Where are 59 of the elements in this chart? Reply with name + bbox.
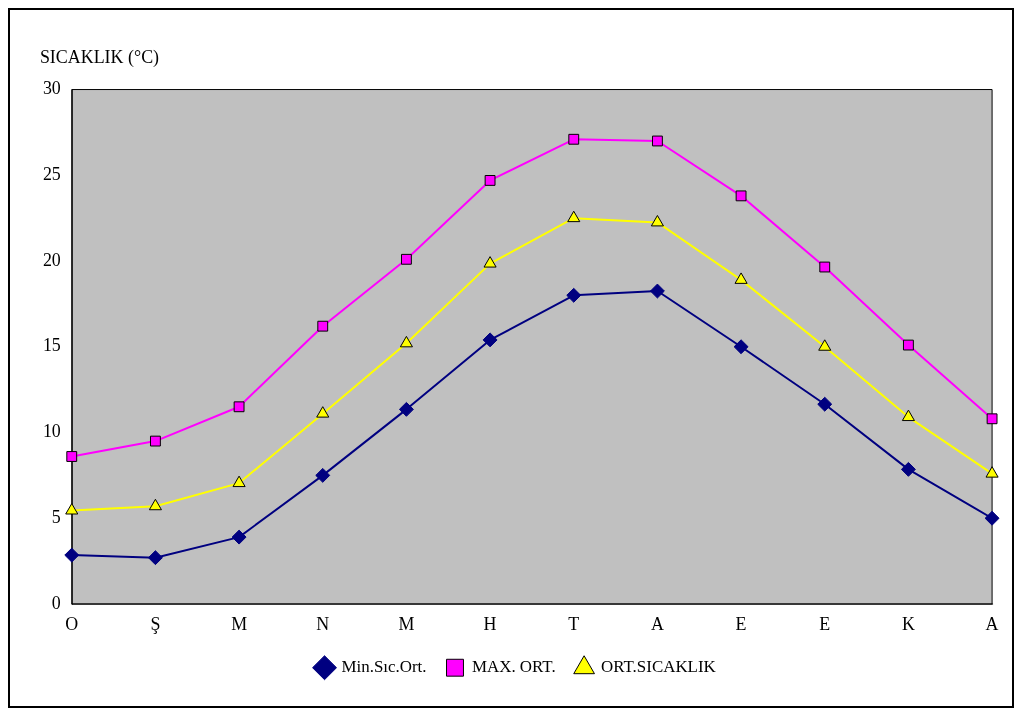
y-axis-title: SICAKLIK (°C): [39, 47, 160, 69]
point: [734, 272, 748, 284]
point: [985, 466, 999, 478]
x-tick-label: M: [231, 614, 248, 635]
x-tick-label: M: [398, 614, 415, 635]
point: [483, 256, 497, 268]
point: [817, 396, 833, 412]
point: [567, 210, 581, 223]
y-tick-label: 10: [42, 421, 61, 442]
y-tick-label: 15: [42, 335, 61, 356]
y-tick-label: 5: [51, 506, 61, 527]
point: [233, 401, 245, 413]
x-tick-label: E: [819, 614, 831, 635]
point: [650, 214, 664, 227]
point: [148, 498, 162, 511]
y-tick-label: 30: [42, 78, 61, 99]
point: [649, 283, 665, 299]
point: [900, 461, 916, 477]
point: [65, 503, 79, 515]
point: [400, 253, 412, 265]
point: [484, 175, 496, 186]
y-tick-label: 20: [42, 249, 61, 270]
x-tick-label: O: [65, 614, 79, 635]
point: [733, 339, 749, 355]
point: [231, 529, 247, 545]
point: [147, 550, 163, 566]
point: [66, 451, 78, 462]
point: [984, 510, 1000, 526]
x-tick-label: K: [901, 614, 915, 635]
point: [398, 401, 414, 417]
point: [986, 413, 998, 425]
point: [64, 547, 80, 563]
point: [566, 287, 582, 303]
x-tick-label: A: [985, 614, 999, 635]
x-tick-label: T: [568, 614, 580, 635]
point: [735, 190, 747, 202]
point: [149, 435, 161, 447]
legend-label: MAX. ORT.: [471, 657, 556, 677]
point: [568, 133, 580, 145]
point: [482, 332, 498, 348]
x-tick-label: H: [483, 614, 497, 635]
point: [317, 320, 329, 332]
point: [315, 467, 331, 483]
point: [901, 409, 915, 422]
legend-label: Min.Sıc.Ort.: [341, 657, 427, 677]
x-tick-label: E: [735, 614, 747, 635]
point: [399, 335, 413, 348]
point: [818, 339, 832, 351]
point: [232, 475, 246, 488]
y-tick-label: 25: [42, 164, 61, 184]
point: [316, 406, 330, 418]
x-tick-label: Ş: [150, 614, 161, 635]
point: [902, 339, 914, 351]
point: [651, 135, 663, 147]
x-tick-label: N: [316, 614, 330, 635]
x-tick-label: A: [650, 614, 664, 635]
point: [819, 261, 831, 273]
y-tick-label: 0: [51, 592, 61, 613]
legend-label: ORT.SICAKLIK: [601, 657, 717, 677]
